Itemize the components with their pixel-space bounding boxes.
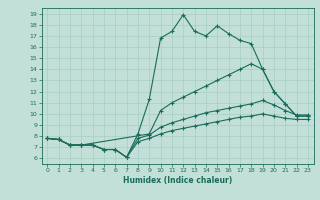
X-axis label: Humidex (Indice chaleur): Humidex (Indice chaleur) <box>123 176 232 185</box>
